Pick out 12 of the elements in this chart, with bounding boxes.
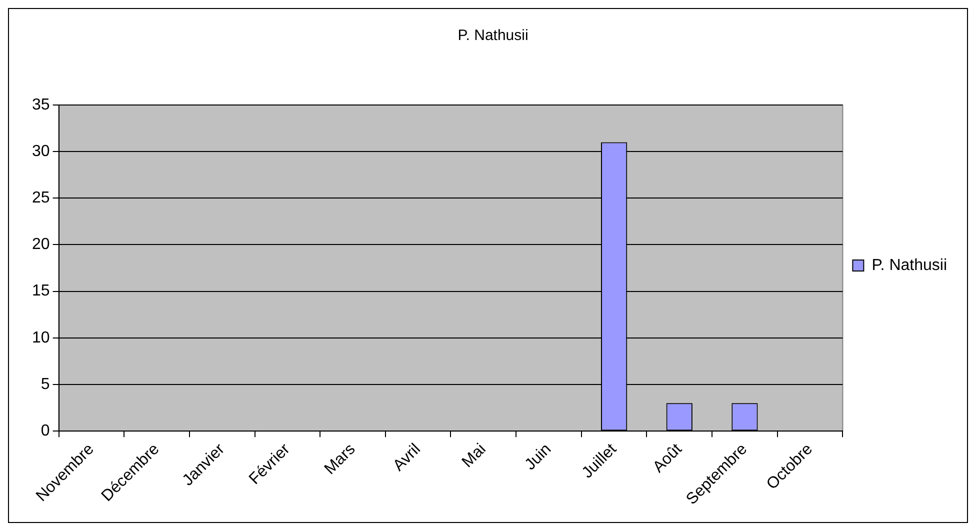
x-tick-label: Mai <box>459 440 490 472</box>
y-tick-label: 20 <box>32 236 50 254</box>
y-tick-label: 30 <box>32 142 50 160</box>
y-tick-label: 35 <box>32 96 50 114</box>
x-tick-label: Juin <box>522 440 555 474</box>
y-tick-label: 15 <box>32 282 50 300</box>
chart-title: P. Nathusii <box>458 27 528 44</box>
y-tick-label: 5 <box>40 376 50 393</box>
legend-label: P. Nathusii <box>872 256 948 274</box>
y-tick-label: 10 <box>32 329 50 346</box>
y-tick-label: 0 <box>40 422 50 440</box>
y-tick-label: 25 <box>32 190 50 207</box>
